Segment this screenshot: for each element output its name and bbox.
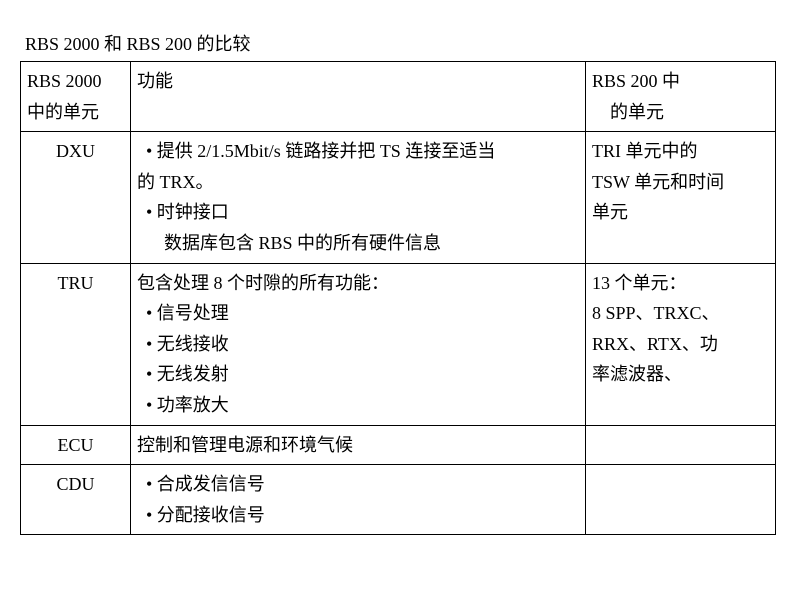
rbs200-line: TSW 单元和时间 [592,167,769,198]
header-col1-line2: 中的单元 [27,97,124,128]
func-line: 包含处理 8 个时隙的所有功能： [137,268,579,299]
cell-unit-ecu: ECU [21,425,131,465]
func-line: • 时钟接口 [137,197,579,228]
rbs200-line: 13 个单元： [592,268,769,299]
func-line: • 无线接收 [137,329,579,360]
table-row: CDU • 合成发信信号 • 分配接收信号 [21,465,776,535]
header-col1: RBS 2000 中的单元 [21,62,131,132]
cell-unit-cdu: CDU [21,465,131,535]
table-row: DXU • 提供 2/1.5Mbit/s 链路接并把 TS 连接至适当 的 TR… [21,132,776,263]
func-line: • 提供 2/1.5Mbit/s 链路接并把 TS 连接至适当 [137,136,579,167]
header-col2: 功能 [131,62,586,132]
rbs200-line: 8 SPP、TRXC、 [592,298,769,329]
func-line: • 分配接收信号 [137,500,579,531]
rbs200-line: 率滤波器、 [592,359,769,390]
cell-func-cdu: • 合成发信信号 • 分配接收信号 [131,465,586,535]
cell-rbs200-dxu: TRI 单元中的 TSW 单元和时间 单元 [586,132,776,263]
cell-rbs200-tru: 13 个单元： 8 SPP、TRXC、 RRX、RTX、功 率滤波器、 [586,263,776,425]
func-line: 的 TRX。 [137,167,579,198]
header-col1-line1: RBS 2000 [27,66,124,97]
cell-rbs200-cdu [586,465,776,535]
header-col3: RBS 200 中 的单元 [586,62,776,132]
func-line: • 信号处理 [137,298,579,329]
cell-func-dxu: • 提供 2/1.5Mbit/s 链路接并把 TS 连接至适当 的 TRX。 •… [131,132,586,263]
comparison-table: RBS 2000 中的单元 功能 RBS 200 中 的单元 DXU • 提供 … [20,61,776,535]
header-col3-line1: RBS 200 中 [592,66,769,97]
func-line: • 功率放大 [137,390,579,421]
header-col3-line2: 的单元 [592,97,769,128]
rbs200-line: TRI 单元中的 [592,136,769,167]
cell-func-ecu: 控制和管理电源和环境气候 [131,425,586,465]
func-line: • 无线发射 [137,359,579,390]
rbs200-line: 单元 [592,197,769,228]
cell-func-tru: 包含处理 8 个时隙的所有功能： • 信号处理 • 无线接收 • 无线发射 • … [131,263,586,425]
table-header-row: RBS 2000 中的单元 功能 RBS 200 中 的单元 [21,62,776,132]
table-row: TRU 包含处理 8 个时隙的所有功能： • 信号处理 • 无线接收 • 无线发… [21,263,776,425]
cell-unit-tru: TRU [21,263,131,425]
page-title: RBS 2000 和 RBS 200 的比较 [20,30,780,56]
rbs200-line: RRX、RTX、功 [592,329,769,360]
cell-unit-dxu: DXU [21,132,131,263]
func-line: • 合成发信信号 [137,469,579,500]
cell-rbs200-ecu [586,425,776,465]
func-line: 数据库包含 RBS 中的所有硬件信息 [137,228,579,259]
table-row: ECU 控制和管理电源和环境气候 [21,425,776,465]
